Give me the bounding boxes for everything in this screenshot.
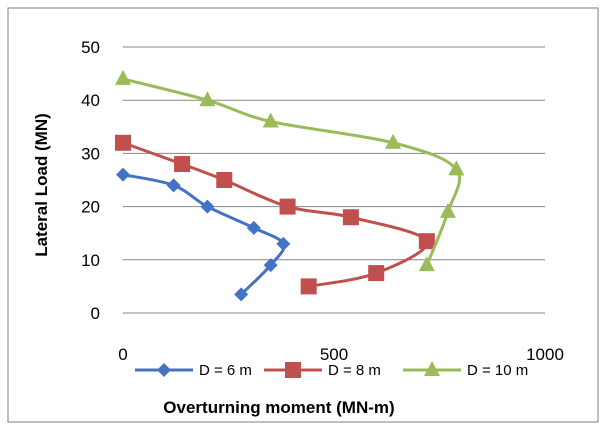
y-axis-title: Lateral Load (MN) [32, 113, 51, 257]
x-tick-label: 0 [118, 345, 127, 364]
legend-item: D = 8 m [264, 362, 381, 379]
data-point [199, 91, 216, 107]
chart-border [7, 7, 599, 423]
data-point [262, 112, 279, 128]
legend-label: D = 10 m [467, 362, 528, 379]
data-point [342, 209, 359, 226]
legend-marker [157, 363, 171, 377]
data-point [116, 167, 130, 182]
legend-marker [424, 361, 440, 376]
data-point [200, 199, 215, 214]
legend-label: D = 6 m [199, 362, 252, 379]
x-tick-label: 500 [320, 345, 348, 364]
y-tick-label: 50 [81, 38, 100, 57]
x-tick-labels: 0 500 1000 [118, 345, 564, 364]
data-point [418, 256, 435, 272]
data-point [439, 202, 456, 218]
series-3 [115, 69, 465, 272]
series-group [115, 69, 465, 302]
legend-item: D = 6 m [135, 362, 252, 379]
data-point [368, 265, 385, 282]
series-line [122, 173, 286, 296]
data-point [276, 236, 291, 251]
data-point [166, 178, 181, 193]
data-point [448, 160, 465, 176]
y-tick-label: 10 [81, 251, 100, 270]
data-point [115, 69, 131, 85]
legend-marker [285, 362, 301, 378]
data-point [385, 133, 402, 149]
gridlines [123, 46, 545, 314]
data-point [216, 172, 233, 188]
data-point [300, 278, 317, 295]
series-2 [115, 134, 435, 295]
data-point [418, 233, 435, 250]
legend-item: D = 10 m [403, 361, 528, 379]
y-tick-label: 40 [81, 91, 100, 110]
x-axis-title: Overturning moment (MN-m) [163, 398, 394, 417]
data-point [174, 156, 191, 173]
data-point [234, 287, 249, 302]
x-tick-label: 1000 [526, 345, 564, 364]
data-point [246, 220, 261, 235]
data-point [279, 198, 296, 215]
legend-label: D = 8 m [328, 362, 381, 379]
y-tick-label: 20 [81, 198, 100, 217]
legend: D = 6 m D = 8 m D = 10 m [135, 361, 528, 379]
y-tick-label: 30 [81, 144, 100, 163]
series-line [122, 77, 462, 266]
y-tick-labels: 0 10 20 30 40 50 [81, 38, 100, 323]
y-tick-label: 0 [91, 304, 100, 323]
data-point [115, 134, 131, 151]
series-1 [116, 167, 291, 302]
data-point [263, 258, 278, 273]
